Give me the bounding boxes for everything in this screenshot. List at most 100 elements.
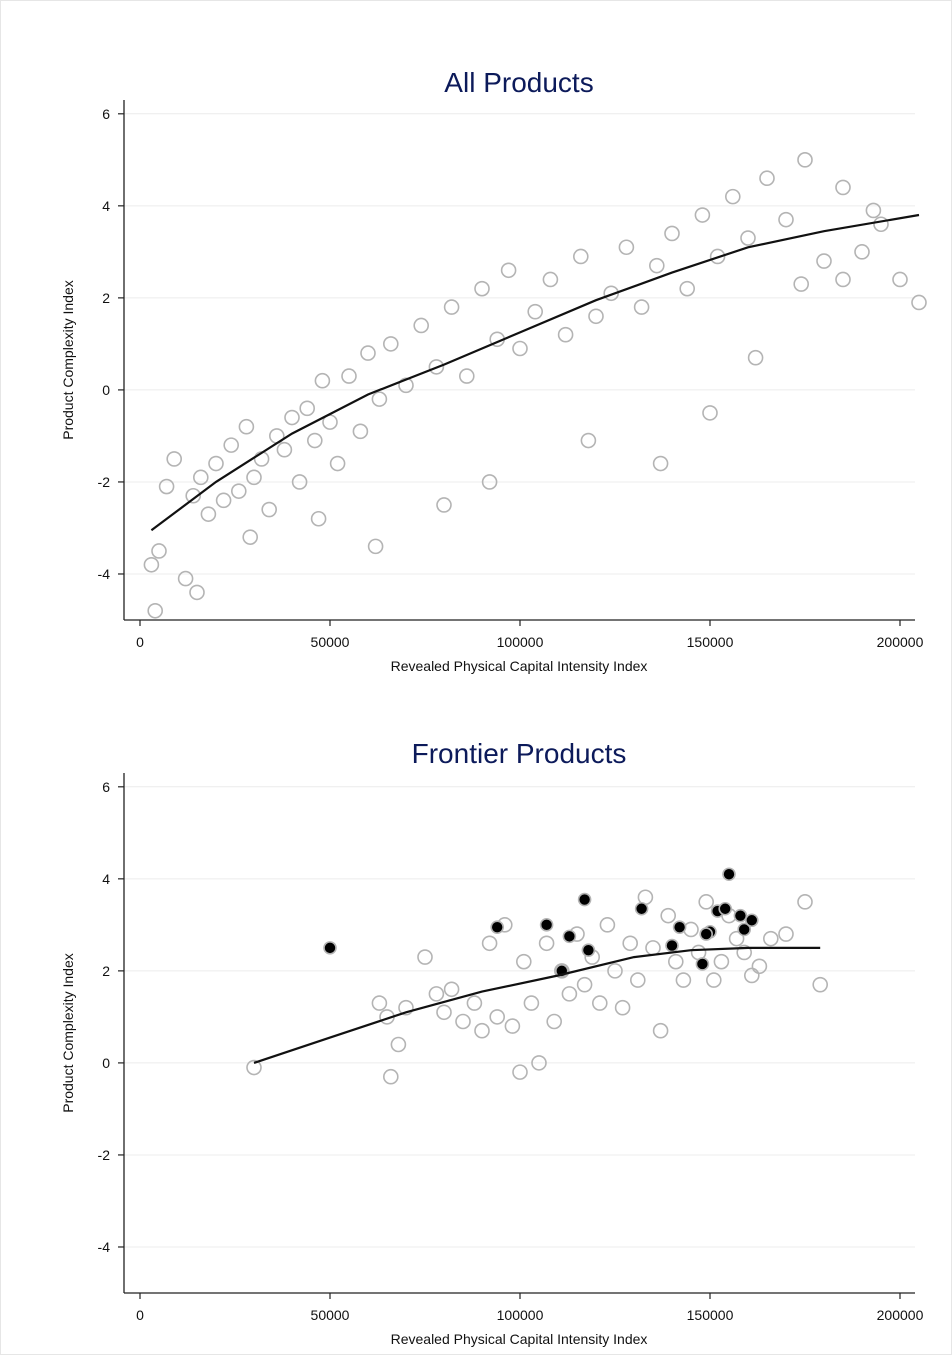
data-point [284,409,300,426]
data-point [812,976,829,993]
y-tick-label: -4 [98,566,111,582]
data-point [607,963,623,979]
y-tick-label: 4 [102,871,110,887]
data-point [538,935,555,952]
data-point [398,377,414,394]
frontier-point [577,892,592,907]
data-point [675,972,692,988]
data-point [443,299,460,315]
data-point [352,423,369,440]
data-point [542,271,559,288]
plot-area [246,867,829,1085]
data-point [911,294,927,311]
data-point [185,487,201,504]
data-point [474,1022,490,1039]
frontier-point [562,929,577,944]
data-point [466,995,483,1011]
frontier-point [699,927,714,941]
data-point [390,1036,407,1053]
data-point [276,441,293,458]
data-point [189,584,205,601]
y-tick-label: 6 [102,779,110,795]
data-point [614,999,631,1016]
data-point [261,501,278,518]
data-point [580,432,597,449]
fit-line [253,946,821,1064]
x-tick-label: 50000 [311,1307,350,1323]
data-point [504,1018,521,1034]
data-point [709,248,726,265]
data-point [341,368,357,384]
data-point [436,1004,452,1021]
data-point [679,280,696,297]
data-point [576,976,593,993]
frontier-point [323,941,337,955]
chart-title: All Products [444,67,593,98]
data-point [515,953,532,970]
frontier-point [634,901,649,916]
data-point [500,262,517,279]
y-tick-label: 0 [102,382,110,398]
y-tick-label: -2 [98,474,111,490]
data-point [835,179,851,196]
data-point [428,359,445,375]
data-point [371,995,388,1011]
data-point [599,917,616,933]
data-point [291,474,308,490]
data-point [778,926,794,942]
y-tick-label: 0 [102,1055,110,1071]
data-point [436,497,452,513]
data-point [238,418,255,435]
data-point [854,244,870,260]
plot-area [143,152,927,619]
frontier-point [718,901,733,916]
data-point [481,935,498,952]
data-point [398,999,414,1016]
data-point [702,405,718,421]
data-point [865,202,882,219]
data-point [474,280,490,297]
chart-title: Frontier Products [412,738,627,769]
x-tick-label: 0 [136,634,144,650]
frontier-point [539,918,554,932]
data-point [873,216,889,233]
data-point [458,368,475,384]
data-point [561,986,578,1002]
data-point [762,930,779,947]
data-point [223,437,239,453]
y-tick-label: -2 [98,1147,111,1163]
data-point [166,451,182,467]
data-point [523,995,540,1011]
y-axis: 6 4 2 0 -2 -4 [98,100,125,620]
data-point [698,894,715,910]
x-tick-label: 50000 [311,634,350,650]
data-point [747,349,764,366]
data-point [200,506,217,522]
frontier-point [737,922,752,937]
data-point [591,995,608,1011]
frontier-point [672,920,687,934]
data-point [546,1013,563,1030]
data-point [618,239,635,256]
y-tick-label: 6 [102,106,110,122]
data-point [512,340,528,357]
data-point [413,317,430,334]
data-point [622,935,639,952]
data-point [177,570,194,587]
gridlines [124,113,915,575]
frontier-point [665,938,679,953]
data-point [443,981,460,998]
x-tick-label: 100000 [497,1307,544,1323]
y-axis-label: Product Complexity Index [60,953,76,1113]
data-point [629,972,646,988]
data-point [481,474,498,490]
chart-frontier-products: Frontier Products 6 4 2 0 -2 -4 0 50000 100000 1… [60,738,924,1347]
x-tick-label: 0 [136,1307,144,1323]
data-point [231,483,247,499]
data-point [694,207,711,223]
data-point [246,1059,262,1076]
data-point [835,271,851,288]
data-point [489,1009,506,1025]
x-tick-label: 200000 [877,1307,924,1323]
data-point [329,455,346,472]
